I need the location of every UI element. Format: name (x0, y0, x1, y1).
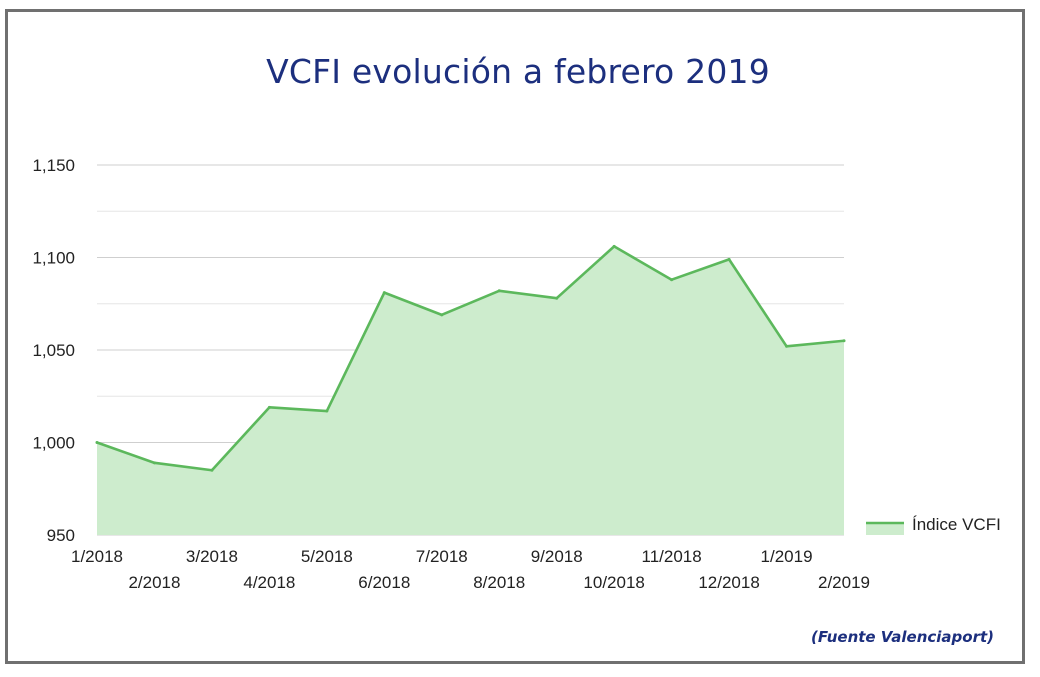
y-tick-label: 950 (47, 526, 75, 545)
x-tick-label: 11/2018 (642, 547, 702, 566)
legend-swatch-fill (866, 523, 904, 535)
data-point-1-2019 (785, 344, 789, 348)
x-tick-label: 7/2018 (416, 547, 468, 566)
area-fill (97, 246, 844, 535)
x-tick-label: 5/2018 (301, 547, 353, 566)
data-point-10-2018 (612, 244, 616, 248)
data-point-7-2018 (440, 313, 444, 317)
data-point-2-2019 (842, 339, 846, 343)
data-point-5-2018 (325, 409, 329, 413)
x-tick-label: 2/2019 (818, 573, 870, 592)
legend-label: Índice VCFI (912, 515, 1001, 534)
x-tick-label: 9/2018 (531, 547, 583, 566)
data-point-2-2018 (152, 461, 156, 465)
data-point-4-2018 (267, 405, 271, 409)
data-point-1-2018 (95, 441, 99, 444)
y-tick-label: 1,050 (32, 341, 75, 360)
x-tick-label: 8/2018 (473, 573, 525, 592)
x-tick-label: 10/2018 (583, 573, 644, 592)
x-tick-label: 6/2018 (358, 573, 410, 592)
data-point-3-2018 (210, 468, 214, 472)
x-tick-label: 4/2018 (243, 573, 295, 592)
x-tick-label: 12/2018 (698, 573, 759, 592)
x-tick-label: 3/2018 (186, 547, 238, 566)
data-point-11-2018 (670, 278, 674, 282)
y-tick-label: 1,000 (32, 434, 75, 453)
y-tick-label: 1,100 (32, 249, 75, 268)
x-tick-label: 2/2018 (128, 573, 180, 592)
y-tick-label: 1,150 (32, 156, 75, 175)
data-point-6-2018 (382, 291, 386, 295)
series-line (95, 245, 846, 472)
data-point-9-2018 (555, 296, 559, 300)
x-tick-label: 1/2018 (71, 547, 123, 566)
data-point-12-2018 (727, 257, 731, 261)
data-point-8-2018 (497, 289, 501, 293)
source-note: (Fuente Valenciaport) (811, 628, 994, 646)
x-tick-label: 1/2019 (761, 547, 813, 566)
chart-title: VCFI evolución a febrero 2019 (266, 52, 770, 91)
